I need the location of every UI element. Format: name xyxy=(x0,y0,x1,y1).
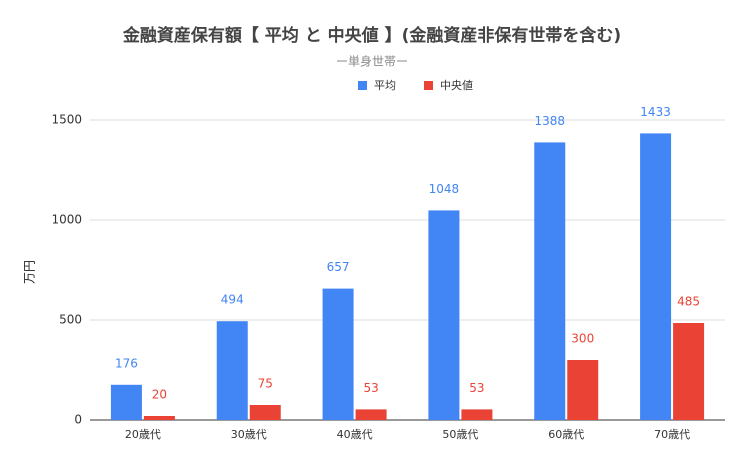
x-tick-label: 60歳代 xyxy=(548,428,584,441)
y-tick-label: 500 xyxy=(59,313,82,327)
bar xyxy=(673,323,705,420)
x-tick-label: 20歳代 xyxy=(125,428,161,441)
bar xyxy=(143,416,175,420)
x-tick-label: 40歳代 xyxy=(337,428,373,441)
bar xyxy=(355,409,387,420)
legend-label: 中央値 xyxy=(440,79,473,92)
data-label: 1388 xyxy=(534,114,565,128)
x-tick-label: 30歳代 xyxy=(231,428,267,441)
bar xyxy=(249,405,281,420)
y-tick-label: 1000 xyxy=(51,213,82,227)
data-label: 1433 xyxy=(640,105,671,119)
data-label: 53 xyxy=(363,381,378,395)
data-label: 657 xyxy=(327,260,350,274)
bar xyxy=(428,210,460,420)
legend-swatch xyxy=(358,81,367,90)
data-label: 485 xyxy=(677,295,700,309)
y-axis-label: 万円 xyxy=(23,260,37,284)
bar xyxy=(461,409,493,420)
bar xyxy=(322,288,354,420)
bar xyxy=(640,133,672,420)
bar xyxy=(567,360,599,420)
data-label: 20 xyxy=(152,388,167,402)
data-label: 53 xyxy=(469,381,484,395)
x-tick-label: 50歳代 xyxy=(442,428,478,441)
x-tick-label: 70歳代 xyxy=(654,428,690,441)
data-label: 300 xyxy=(571,332,594,346)
bar xyxy=(534,142,566,420)
y-tick-label: 0 xyxy=(74,413,82,427)
data-label: 75 xyxy=(258,377,273,391)
chart-subtitle: ー単身世帯ー xyxy=(336,54,408,69)
data-label: 494 xyxy=(221,293,244,307)
data-label: 1048 xyxy=(429,182,460,196)
chart-title: 金融資産保有額【 平均 と 中央値 】(金融資産非保有世帯を含む) xyxy=(122,25,621,46)
bar xyxy=(216,321,248,420)
bar xyxy=(110,384,142,420)
legend-label: 平均 xyxy=(374,79,396,92)
data-label: 176 xyxy=(115,356,138,370)
legend-swatch xyxy=(424,81,433,90)
y-tick-label: 1500 xyxy=(51,113,82,127)
